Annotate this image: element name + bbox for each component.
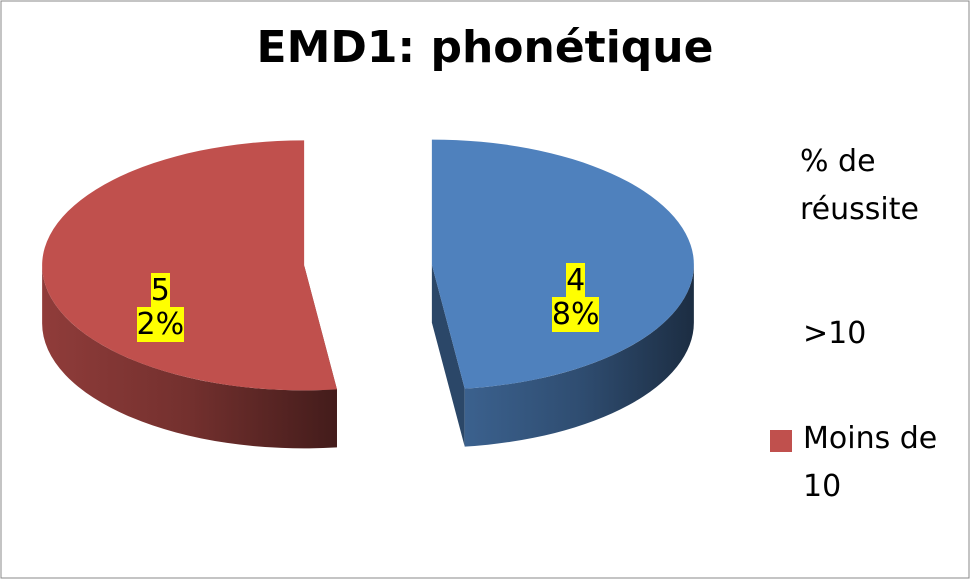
slice	[431, 139, 694, 447]
data-label-text: 52%	[136, 272, 185, 342]
legend-title: % de réussite	[800, 144, 919, 227]
slice	[42, 140, 337, 449]
data-label: 52%	[135, 272, 185, 342]
legend-label: Moins de 10	[803, 421, 938, 504]
slice-side	[464, 264, 694, 447]
slice-top	[42, 140, 337, 391]
chart-title: EMD1: phonétique	[256, 22, 714, 73]
legend-swatch	[770, 430, 792, 452]
data-label: 48%	[551, 263, 601, 333]
data-label-text: 48%	[551, 263, 600, 333]
legend-label: >10	[803, 316, 867, 351]
slice-cut	[431, 264, 465, 447]
slice-side	[42, 265, 337, 449]
slice-top	[431, 139, 694, 389]
